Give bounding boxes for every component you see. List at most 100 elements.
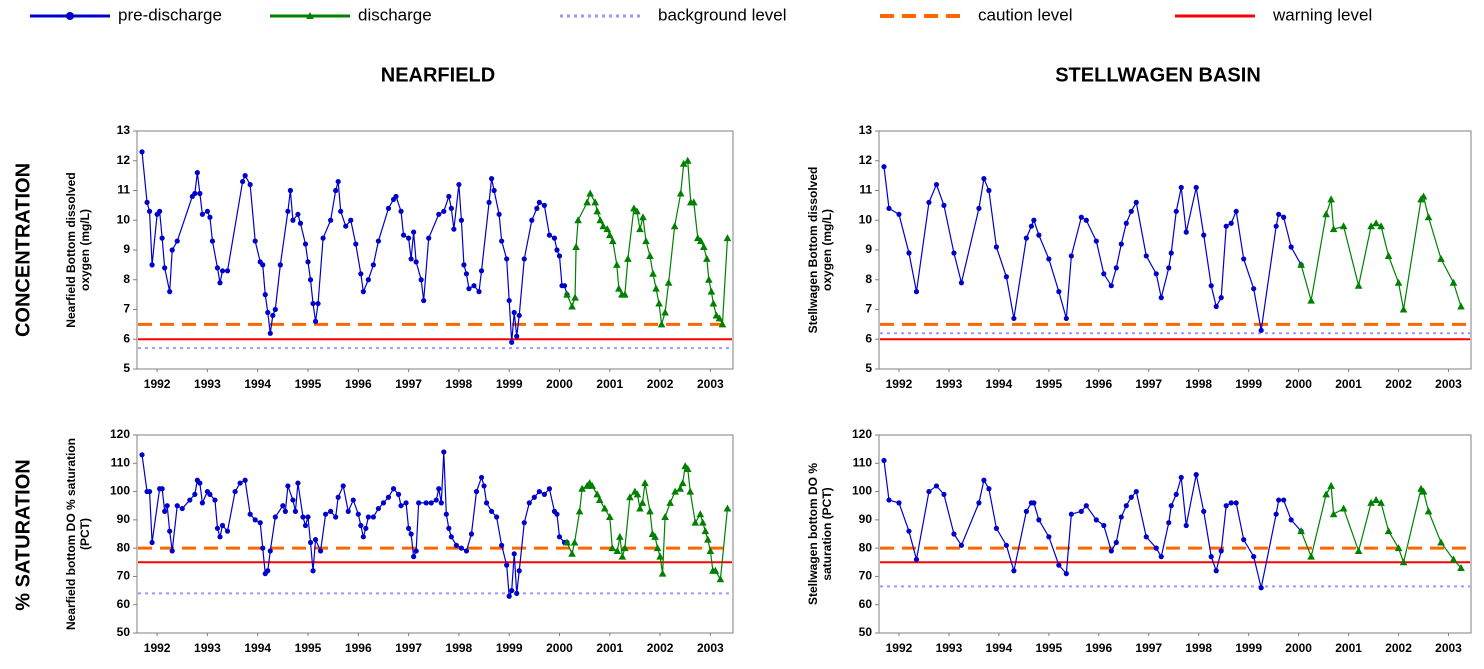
marker bbox=[896, 500, 902, 506]
marker bbox=[237, 480, 243, 486]
marker bbox=[312, 318, 319, 324]
marker bbox=[563, 290, 571, 298]
marker bbox=[287, 187, 294, 194]
marker bbox=[360, 289, 366, 295]
y-tick-label: 60 bbox=[859, 597, 873, 611]
marker bbox=[167, 289, 173, 295]
marker bbox=[486, 199, 492, 205]
marker bbox=[621, 544, 629, 552]
marker bbox=[700, 243, 708, 251]
marker bbox=[478, 474, 485, 481]
marker bbox=[1223, 223, 1229, 229]
marker bbox=[624, 254, 632, 262]
marker bbox=[1449, 278, 1458, 286]
y-tick-label: 11 bbox=[117, 183, 130, 197]
marker bbox=[1083, 503, 1089, 509]
marker bbox=[1118, 514, 1124, 520]
marker bbox=[1367, 222, 1375, 230]
marker bbox=[506, 297, 512, 304]
marker bbox=[536, 199, 542, 205]
marker bbox=[605, 513, 614, 521]
marker bbox=[247, 181, 253, 188]
marker bbox=[656, 552, 664, 560]
marker bbox=[541, 491, 547, 497]
x-tick-label: 1993 bbox=[936, 641, 963, 655]
marker bbox=[146, 208, 153, 214]
marker bbox=[247, 511, 253, 517]
x-tick-label: 2002 bbox=[1385, 377, 1412, 391]
marker bbox=[1354, 281, 1363, 289]
marker bbox=[463, 271, 470, 277]
marker bbox=[506, 593, 512, 599]
marker bbox=[541, 202, 547, 208]
y-axis-label: (PCT) bbox=[78, 518, 92, 550]
marker bbox=[886, 497, 892, 503]
marker bbox=[993, 244, 1000, 250]
marker bbox=[1213, 303, 1219, 310]
marker bbox=[285, 208, 291, 214]
marker bbox=[1424, 507, 1433, 515]
marker bbox=[1228, 220, 1234, 226]
x-tick-label: 2003 bbox=[1435, 641, 1462, 655]
marker bbox=[446, 193, 452, 200]
marker bbox=[603, 225, 612, 233]
marker bbox=[570, 538, 579, 546]
x-tick-label: 1998 bbox=[1185, 377, 1212, 391]
marker bbox=[605, 231, 614, 239]
x-tick-label: 2001 bbox=[1335, 377, 1362, 391]
marker bbox=[164, 503, 170, 509]
y-axis-label: oxygen (mg/L) bbox=[820, 209, 834, 291]
marker bbox=[157, 208, 163, 214]
y-tick-label: 8 bbox=[865, 272, 872, 286]
y-tick-label: 5 bbox=[123, 361, 130, 375]
marker bbox=[448, 205, 454, 211]
marker bbox=[976, 500, 982, 506]
marker bbox=[66, 12, 74, 20]
marker bbox=[546, 232, 553, 238]
y-tick-label: 10 bbox=[859, 212, 873, 226]
marker bbox=[1183, 229, 1189, 235]
x-tick-label: 1998 bbox=[1185, 641, 1212, 655]
y-tick-label: 13 bbox=[117, 123, 131, 137]
marker bbox=[504, 256, 510, 262]
marker bbox=[1377, 222, 1385, 230]
marker bbox=[328, 508, 334, 514]
marker bbox=[546, 486, 553, 492]
marker bbox=[1101, 522, 1107, 529]
marker bbox=[333, 187, 339, 194]
marker bbox=[1178, 184, 1184, 191]
marker bbox=[310, 568, 316, 574]
marker bbox=[511, 309, 517, 316]
x-tick-label: 1994 bbox=[244, 641, 271, 655]
marker bbox=[408, 531, 414, 537]
marker bbox=[441, 449, 447, 455]
marker bbox=[646, 251, 654, 259]
marker bbox=[1046, 534, 1052, 540]
x-tick-label: 2002 bbox=[1385, 641, 1412, 655]
marker bbox=[1063, 315, 1069, 322]
marker bbox=[618, 552, 627, 560]
marker bbox=[649, 269, 657, 277]
marker bbox=[704, 535, 712, 543]
marker bbox=[1223, 503, 1229, 509]
x-tick-label: 2000 bbox=[1285, 377, 1312, 391]
marker bbox=[593, 207, 602, 215]
y-tick-label: 50 bbox=[859, 625, 873, 639]
marker bbox=[1003, 542, 1009, 548]
marker bbox=[335, 494, 341, 500]
marker bbox=[494, 514, 500, 520]
marker bbox=[358, 271, 364, 277]
marker bbox=[707, 287, 716, 295]
x-tick-label: 2001 bbox=[1335, 641, 1362, 655]
marker bbox=[1158, 554, 1164, 560]
marker bbox=[260, 545, 266, 551]
marker bbox=[456, 181, 462, 188]
marker bbox=[1288, 517, 1294, 523]
y-tick-label: 5 bbox=[865, 361, 872, 375]
legend-label: discharge bbox=[358, 5, 432, 24]
x-tick-label: 2002 bbox=[647, 377, 674, 391]
x-tick-label: 1996 bbox=[1085, 641, 1112, 655]
marker bbox=[516, 568, 522, 574]
marker bbox=[678, 479, 687, 487]
marker bbox=[209, 238, 216, 244]
